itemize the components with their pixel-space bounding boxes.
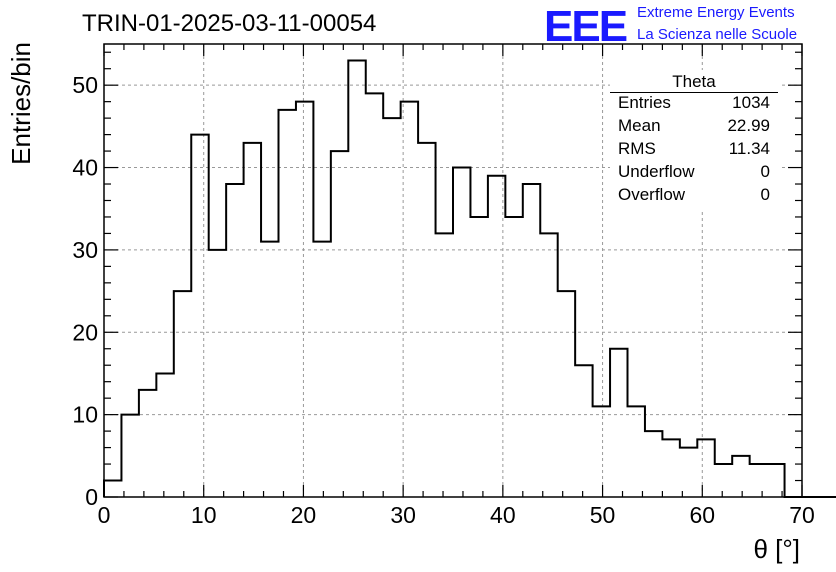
histogram-series <box>103 59 836 498</box>
stat-key: Overflow <box>618 185 686 204</box>
y-tick-label: 50 <box>72 72 98 98</box>
histogram-bin <box>523 184 540 497</box>
eee-logo: EEE <box>544 2 628 51</box>
stat-value: 0 <box>760 185 770 204</box>
x-tick-label: 20 <box>291 502 317 528</box>
stat-value: 0 <box>760 162 770 181</box>
histogram-bin <box>348 60 365 497</box>
logo-text-line1: Extreme Energy Events <box>637 4 795 21</box>
histogram-bin <box>750 464 767 497</box>
histogram-bin <box>156 373 173 497</box>
x-tick-label: 30 <box>390 502 416 528</box>
x-tick-label: 60 <box>689 502 715 528</box>
x-tick-label: 0 <box>98 502 111 528</box>
stat-key: Mean <box>618 116 661 135</box>
histogram-bin <box>191 135 208 497</box>
logo-text-line2: La Scienza nelle Scuole <box>637 26 798 43</box>
histogram-bin <box>244 143 261 497</box>
stats-title: Theta <box>672 72 716 91</box>
histogram-line <box>103 59 836 498</box>
histogram-bin <box>680 448 697 497</box>
histogram-bin <box>610 349 627 497</box>
plot-border <box>103 43 803 498</box>
x-tick-label: 50 <box>590 502 616 528</box>
x-axis-ticks: 0 10 20 30 40 50 60 70 <box>98 44 815 528</box>
histogram-bin <box>593 406 610 497</box>
y-tick-label: 10 <box>72 402 98 428</box>
stat-key: Entries <box>618 93 671 112</box>
stat-value: 22.99 <box>727 116 770 135</box>
stat-row-entries: Entries 1034 <box>618 93 770 115</box>
y-tick-label: 20 <box>72 319 98 345</box>
histogram-bin <box>418 143 435 497</box>
histogram-bin <box>575 365 592 497</box>
histogram-bin <box>470 217 487 497</box>
stat-row-overflow: Overflow 0 <box>618 185 770 207</box>
histogram-bin <box>628 406 645 497</box>
stat-value: 11.34 <box>728 139 770 158</box>
y-tick-label: 40 <box>72 155 98 181</box>
x-axis-label: θ [°] <box>753 534 800 564</box>
x-tick-label: 40 <box>490 502 516 528</box>
histogram-bin <box>104 481 121 497</box>
x-tick-label: 70 <box>789 502 815 528</box>
histogram-bin <box>279 110 296 497</box>
histogram-bin <box>261 242 278 497</box>
stat-value: 1034 <box>732 93 770 112</box>
histogram-bin <box>540 233 557 497</box>
histogram-bin <box>209 250 226 497</box>
histogram-bin <box>313 242 330 497</box>
histogram-bin <box>174 291 191 497</box>
y-tick-label: 30 <box>72 237 98 263</box>
y-axis-label: Entries/bin <box>6 42 36 165</box>
histogram-bin <box>558 291 575 497</box>
histogram-bin <box>383 118 400 497</box>
histogram-bin <box>296 102 313 497</box>
stats-box: Theta Entries 1034 Mean 22.99 RMS 11.34 … <box>610 70 780 210</box>
histogram-bin <box>732 456 749 497</box>
stat-row-rms: RMS 11.34 <box>618 139 770 161</box>
stats-divider <box>610 92 778 93</box>
stat-key: Underflow <box>618 162 695 181</box>
y-axis-ticks: 0 10 20 30 40 50 <box>72 51 802 510</box>
stat-key: RMS <box>618 139 656 158</box>
histogram-bin <box>505 217 522 497</box>
stat-row-underflow: Underflow 0 <box>618 162 770 184</box>
histogram-bin <box>331 151 348 497</box>
histogram-bin <box>697 439 714 497</box>
x-tick-label: 10 <box>191 502 217 528</box>
histogram-bin <box>645 431 662 497</box>
stat-row-mean: Mean 22.99 <box>618 116 770 138</box>
histogram-bin <box>139 390 156 497</box>
chart-title: TRIN-01-2025-03-11-00054 <box>82 10 377 37</box>
histogram-bin <box>366 93 383 497</box>
histogram-bin <box>662 439 679 497</box>
histogram-bin <box>226 184 243 497</box>
histogram-bin <box>453 168 470 497</box>
histogram-bin <box>121 415 138 497</box>
histogram-bin <box>436 233 453 497</box>
plot-frame <box>103 43 803 498</box>
histogram-bin <box>715 464 732 497</box>
y-tick-label: 0 <box>85 484 98 510</box>
